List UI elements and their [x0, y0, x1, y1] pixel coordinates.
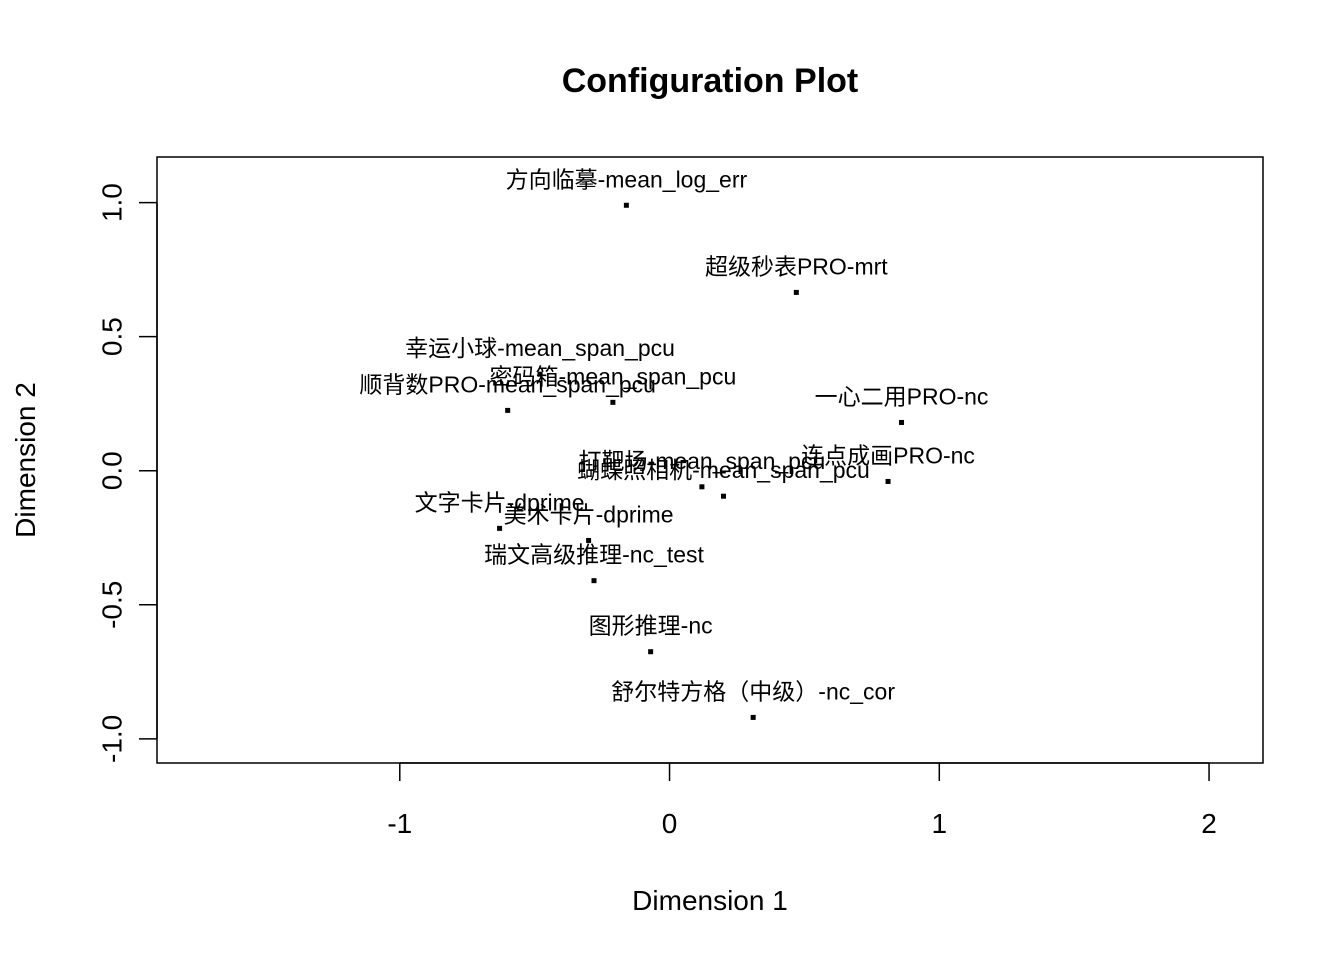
- data-point: [623, 202, 629, 208]
- data-point: [610, 399, 616, 405]
- y-tick-label: -1.0: [97, 715, 128, 763]
- x-axis-title: Dimension 1: [632, 885, 788, 916]
- point-label: 超级秒表PRO-mrt: [705, 253, 888, 279]
- data-point: [720, 493, 726, 499]
- data-point: [648, 649, 654, 655]
- data-point: [505, 407, 511, 413]
- data-point: [885, 478, 891, 484]
- x-tick-label: 1: [932, 808, 948, 839]
- y-axis: -1.0 -0.5 0.0 0.5 1.0: [97, 183, 158, 763]
- point-label: 打靶场-mean_span_pcu: [579, 448, 826, 474]
- data-point: [899, 419, 905, 425]
- point-label: 密码箱-mean_span_pcu: [490, 363, 737, 389]
- data-points: [497, 202, 905, 720]
- point-label: 图形推理-nc: [589, 613, 713, 639]
- point-label: 蝴蝶照相机-mean_span_pcu: [577, 457, 870, 483]
- point-label: 文字卡片-dprime: [415, 489, 585, 515]
- y-tick-label: 1.0: [97, 183, 128, 222]
- y-axis-title: Dimension 2: [10, 382, 41, 538]
- x-tick-label: 0: [662, 808, 678, 839]
- data-point: [750, 714, 756, 720]
- point-label: 幸运小球-mean_span_pcu: [405, 335, 675, 361]
- plot-title: Configuration Plot: [562, 62, 859, 100]
- y-tick-label: -0.5: [97, 581, 128, 629]
- point-labels: 方向临摹-mean_log_err 超级秒表PRO-mrt 幸运小球-mean_sp…: [359, 166, 988, 704]
- data-point: [591, 578, 597, 584]
- data-point: [793, 289, 799, 295]
- x-tick-label: -1: [387, 808, 412, 839]
- data-point: [586, 537, 592, 543]
- data-point: [497, 525, 503, 531]
- data-point: [699, 484, 705, 490]
- y-tick-label: 0.5: [97, 317, 128, 356]
- point-label: 方向临摹-mean_log_err: [506, 166, 748, 192]
- point-label: 美术卡片-dprime: [504, 501, 674, 527]
- point-label: 瑞文高级推理-nc_test: [484, 542, 704, 568]
- point-label: 一心二用PRO-nc: [815, 383, 989, 409]
- point-label: 顺背数PRO-mean_span_pcu: [359, 371, 656, 397]
- data-point: [537, 371, 543, 377]
- point-label: 连点成画PRO-nc: [801, 442, 975, 468]
- point-label: 舒尔特方格（中级）-nc_cor: [611, 678, 895, 704]
- y-tick-label: 0.0: [97, 451, 128, 490]
- x-axis: -1 0 1 2: [387, 762, 1217, 839]
- x-tick-label: 2: [1201, 808, 1217, 839]
